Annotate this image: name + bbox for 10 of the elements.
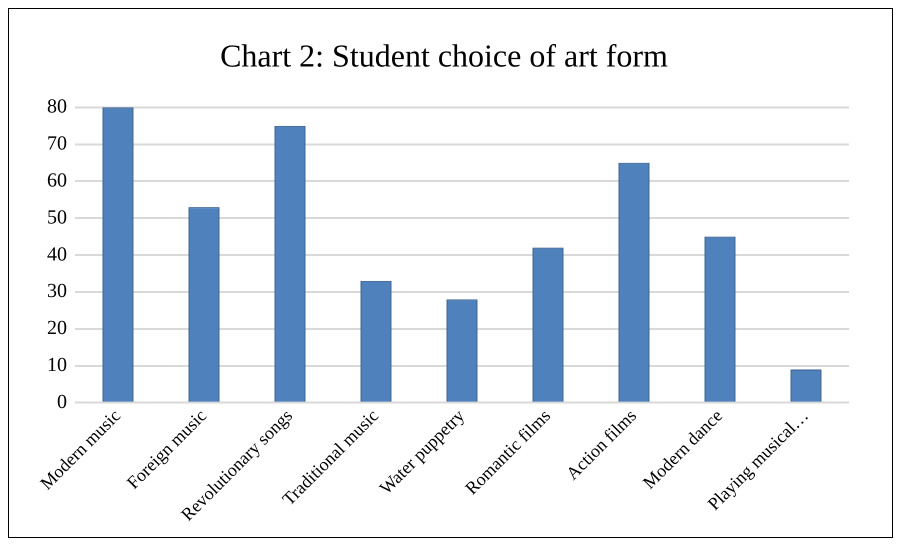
y-tick-label: 70 <box>47 132 67 155</box>
y-tick-label: 0 <box>57 390 67 413</box>
y-tick-label: 60 <box>47 169 67 192</box>
y-tick-label: 10 <box>47 354 67 376</box>
y-tick-label: 20 <box>47 317 67 340</box>
y-tick-label: 50 <box>47 206 67 228</box>
y-tick-label: 30 <box>47 280 67 302</box>
chart-title: Chart 2: Student choice of art form <box>220 38 668 74</box>
y-tick-label: 40 <box>47 243 67 266</box>
y-tick-label: 80 <box>47 96 67 118</box>
